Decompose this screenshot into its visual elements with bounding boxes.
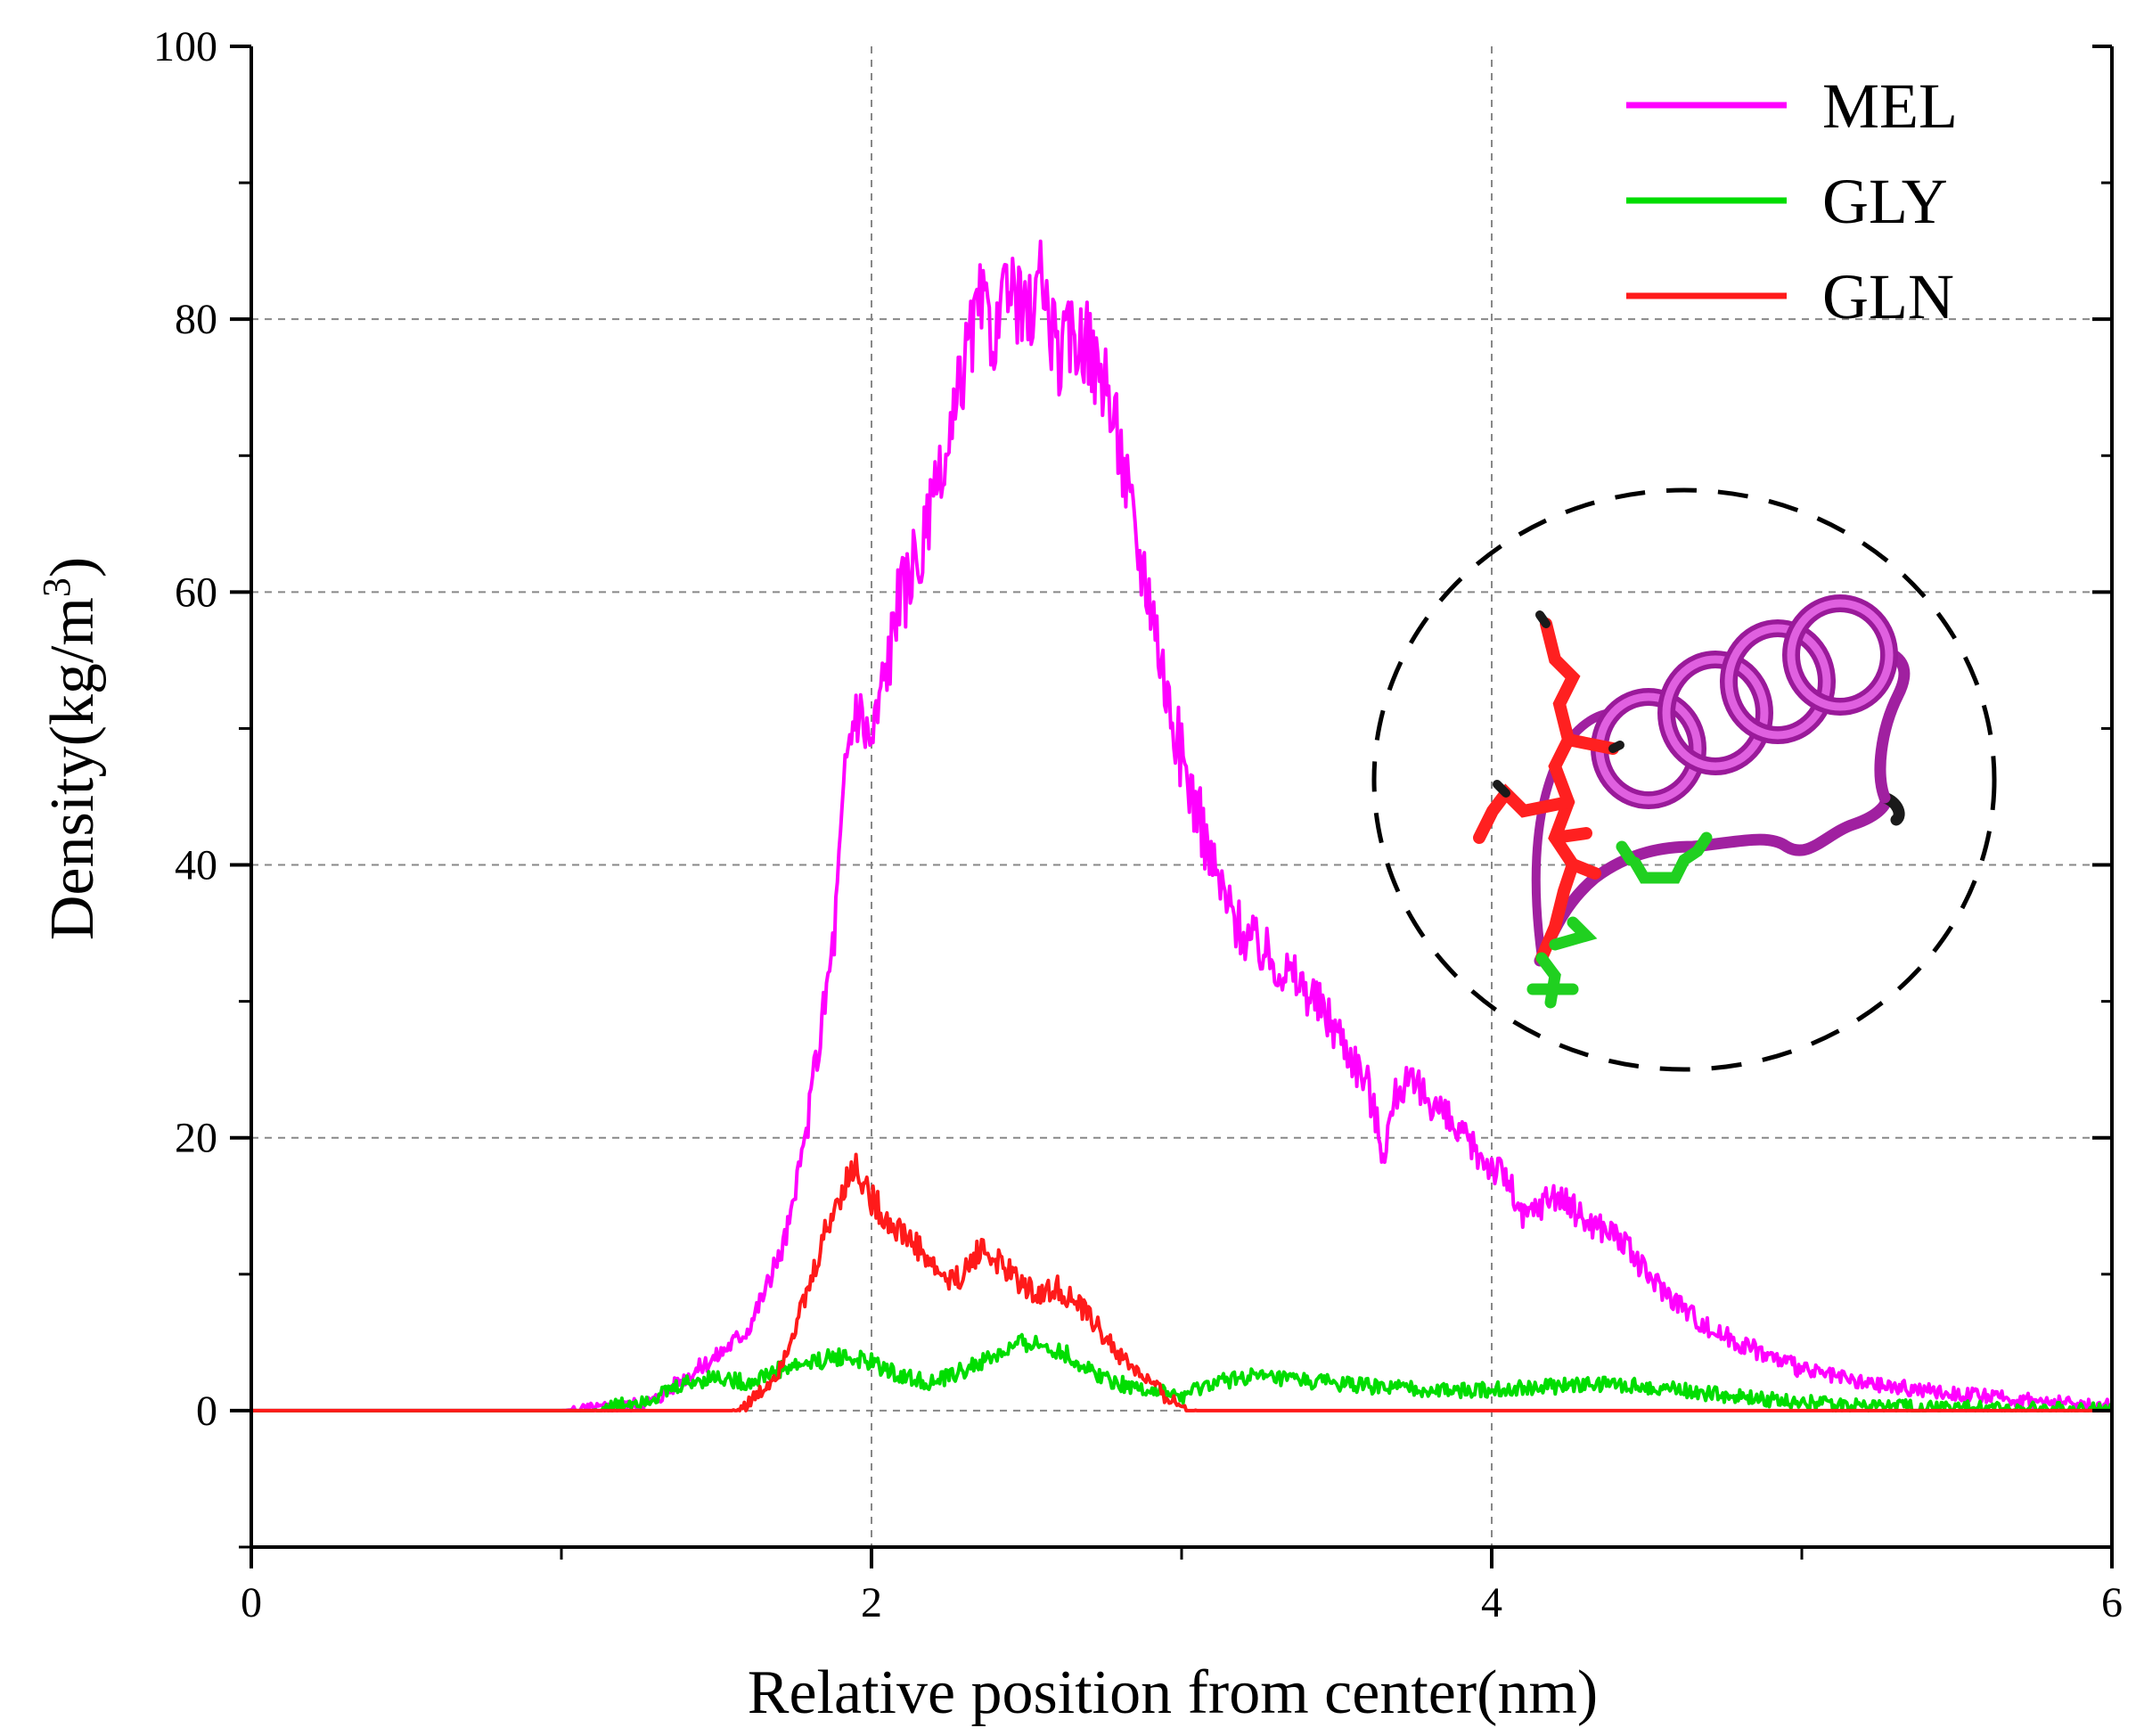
legend-label-mel: MEL [1822,70,1958,142]
tick-marks [230,45,2114,1568]
y-axis-title: Density(kg/m3) [35,557,107,940]
y-tick-label: 80 [175,296,217,343]
x-tick-label: 6 [2101,1579,2123,1626]
legend-label-gln: GLN [1822,261,1954,332]
x-axis-title: Relative position from center(nm) [748,1658,1598,1727]
y-tick-label: 20 [175,1115,217,1162]
y-tick-label: 60 [175,569,217,616]
legend-label-gly: GLY [1822,166,1948,237]
protein-helix-structure-icon [1371,487,1997,1072]
y-tick-label: 100 [153,23,217,70]
y-tick-label: 0 [196,1388,217,1435]
legend: MEL GLY GLN [1626,70,1958,332]
series-lines [250,239,2114,1413]
series-line-gln [250,1152,2113,1413]
series-line-mel [250,239,2113,1413]
x-tick-label: 2 [861,1579,882,1626]
x-tick-label: 4 [1481,1579,1502,1626]
y-tick-label: 40 [175,842,217,889]
x-tick-label: 0 [241,1579,262,1626]
